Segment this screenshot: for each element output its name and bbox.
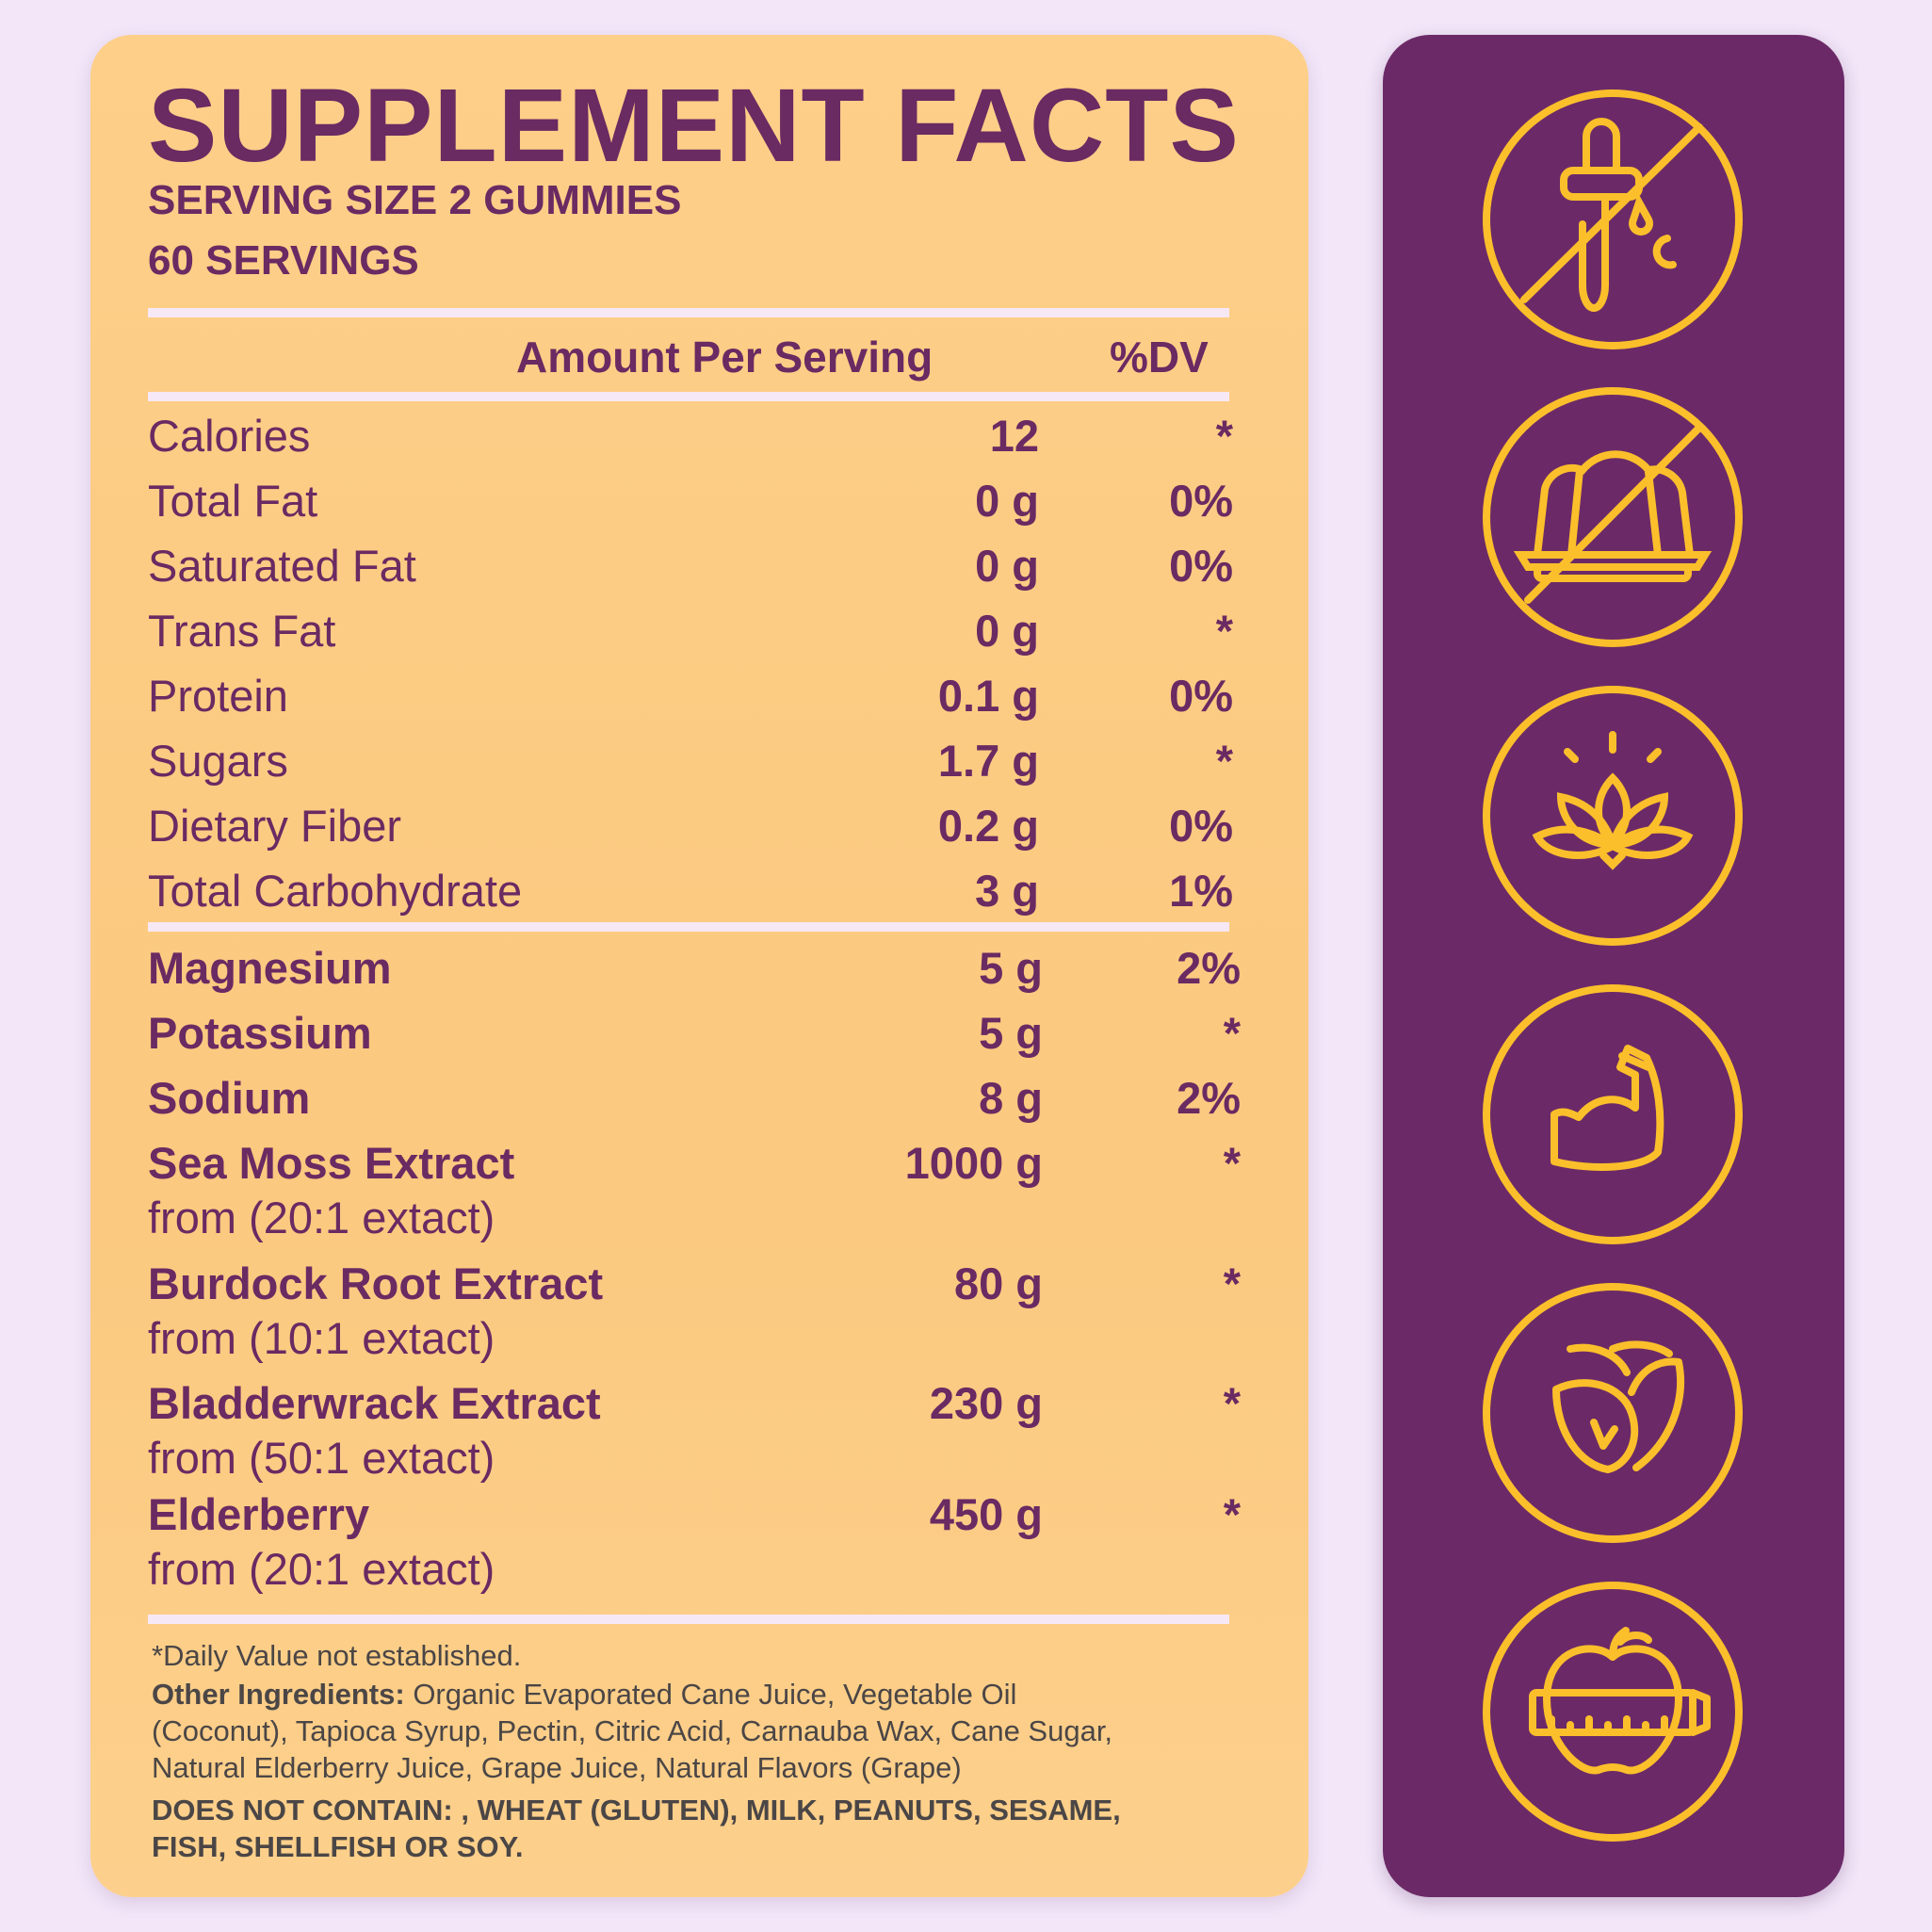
ingredient-name: Bladderwrack Extract (148, 1378, 601, 1428)
nutrient-amount: 0 g (975, 541, 1039, 591)
ingredient-row: Bladderwrack Extract 230 g * (148, 1377, 1241, 1437)
nutrient-row: Saturated Fat 0 g 0% (148, 540, 1241, 600)
allergen-statement: FISH, SHELLFISH OR SOY. (152, 1830, 524, 1863)
nutrient-row: Protein 0.1 g 0% (148, 670, 1241, 730)
ingredient-amount: 450 g (929, 1489, 1043, 1539)
serving-size: SERVING SIZE 2 GUMMIES (148, 177, 682, 223)
amount-header: Amount Per Serving (516, 333, 934, 382)
page-title: SUPPLEMENT FACTS (148, 68, 1240, 184)
nutrient-amount: 0.2 g (937, 801, 1039, 851)
ingredient-name: Sodium (148, 1073, 311, 1123)
divider (148, 392, 1229, 401)
other-ingredients-line: Other Ingredients: Organic Evaporated Ca… (152, 1678, 1016, 1712)
ingredient-dv: 2% (1177, 1073, 1241, 1123)
ingredient-row: Potassium 5 g * (148, 1007, 1241, 1067)
ingredient-dv: 2% (1177, 943, 1241, 993)
nutrient-name: Total Fat (148, 476, 318, 526)
lotus-icon (1483, 686, 1743, 946)
ingredient-amount: 5 g (979, 1008, 1043, 1058)
nutrient-row: Sugars 1.7 g * (148, 735, 1241, 795)
dv-note: *Daily Value not established. (152, 1639, 522, 1672)
nutrient-row: Calories 12 * (148, 410, 1241, 470)
apple-measuring-tape-icon (1483, 1582, 1743, 1842)
nutrient-dv: 1% (1169, 866, 1233, 916)
nutrient-name: Trans Fat (148, 606, 336, 656)
divider (148, 922, 1229, 932)
nutrient-amount: 1.7 g (937, 736, 1039, 786)
nutrient-dv: * (1215, 736, 1233, 786)
ingredient-source: from (20:1 extact) (148, 1544, 495, 1594)
no-gelatin-icon (1483, 387, 1743, 647)
other-ingredients-label: Other Ingredients: (152, 1678, 405, 1711)
muscle-arm-icon (1483, 984, 1743, 1244)
servings-count: 60 SERVINGS (148, 237, 419, 284)
other-ingredients-line: (Coconut), Tapioca Syrup, Pectin, Citric… (152, 1714, 1113, 1747)
nutrient-dv: * (1215, 606, 1233, 656)
allergen-statement: DOES NOT CONTAIN: , WHEAT (GLUTEN), MILK… (152, 1794, 1121, 1826)
nutrient-name: Saturated Fat (148, 541, 416, 591)
ingredient-name: Magnesium (148, 943, 392, 993)
ingredient-name: Elderberry (148, 1489, 370, 1539)
nutrient-dv: 0% (1169, 801, 1233, 851)
ingredient-source: from (20:1 extact) (148, 1193, 495, 1242)
ingredient-dv: * (1223, 1378, 1241, 1428)
nutrient-row: Dietary Fiber 0.2 g 0% (148, 800, 1241, 860)
nutrient-amount: 12 (989, 411, 1039, 461)
nutrient-amount: 3 g (975, 866, 1039, 916)
nutrient-amount: 0 g (975, 606, 1039, 656)
nutrient-dv: 0% (1169, 671, 1233, 721)
nutrient-name: Sugars (148, 736, 288, 786)
ingredient-dv: * (1223, 1489, 1241, 1539)
nutrient-row: Total Fat 0 g 0% (148, 475, 1241, 535)
ingredient-row: Sea Moss Extract 1000 g * (148, 1137, 1241, 1197)
ingredient-amount: 230 g (929, 1378, 1043, 1428)
nutrient-dv: * (1215, 411, 1233, 461)
divider (148, 308, 1229, 317)
ingredient-amount: 1000 g (904, 1138, 1043, 1188)
nutrient-row: Trans Fat 0 g * (148, 605, 1241, 665)
no-dropper-icon (1483, 89, 1743, 349)
ingredient-row: Burdock Root Extract 80 g * (148, 1258, 1241, 1318)
nutrient-amount: 0.1 g (937, 671, 1039, 721)
nutrient-name: Total Carbohydrate (148, 866, 523, 916)
divider (148, 1615, 1229, 1624)
ingredient-dv: * (1223, 1258, 1241, 1308)
ingredient-dv: * (1223, 1138, 1241, 1188)
ingredient-source: from (10:1 extact) (148, 1313, 495, 1363)
ingredient-source: from (50:1 extact) (148, 1433, 495, 1483)
supplement-facts-card (90, 35, 1308, 1897)
ingredient-name: Burdock Root Extract (148, 1258, 604, 1308)
nutrient-name: Calories (148, 411, 311, 461)
ingredient-name: Sea Moss Extract (148, 1138, 515, 1188)
nutrient-name: Dietary Fiber (148, 801, 402, 851)
other-ingredients-text: Organic Evaporated Cane Juice, Vegetable… (404, 1678, 1017, 1711)
nutrient-name: Protein (148, 671, 288, 721)
ingredient-row: Sodium 8 g 2% (148, 1072, 1241, 1132)
ingredient-name: Potassium (148, 1008, 372, 1058)
nutrient-row: Total Carbohydrate 3 g 1% (148, 865, 1241, 925)
nutrient-dv: 0% (1169, 541, 1233, 591)
ingredient-row: Magnesium 5 g 2% (148, 942, 1241, 1002)
ingredient-row: Elderberry 450 g * (148, 1488, 1241, 1549)
dv-header: %DV (1110, 333, 1209, 382)
ingredient-amount: 80 g (953, 1258, 1043, 1308)
ingredient-amount: 8 g (979, 1073, 1043, 1123)
nutrient-amount: 0 g (975, 476, 1039, 526)
other-ingredients-line: Natural Elderberry Juice, Grape Juice, N… (152, 1751, 962, 1784)
ingredient-amount: 5 g (979, 943, 1043, 993)
ingredient-dv: * (1223, 1008, 1241, 1058)
nutrient-dv: 0% (1169, 476, 1233, 526)
leaves-icon (1483, 1283, 1743, 1543)
